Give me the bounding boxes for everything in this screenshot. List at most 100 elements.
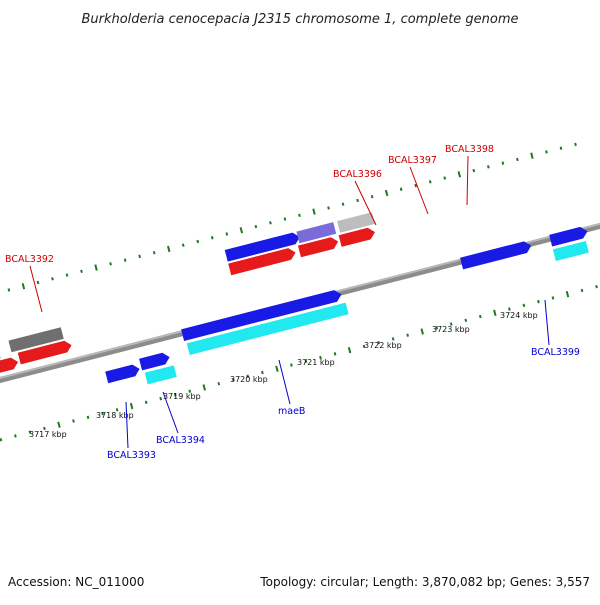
minor-tick — [246, 374, 250, 378]
gene-label[interactable]: BCAL3396 — [333, 169, 382, 180]
gene-blue-bcal3396[interactable] — [224, 231, 302, 262]
gene-cyan-bcal3394-b[interactable] — [144, 365, 177, 385]
minor-tick — [341, 202, 345, 206]
top-strand-genes — [0, 212, 377, 379]
gene-grey-bcal3398[interactable] — [337, 212, 375, 233]
major-tick — [129, 402, 134, 410]
minor-tick — [551, 296, 555, 300]
minor-tick — [516, 157, 519, 162]
gene-red-a[interactable] — [0, 356, 20, 379]
ruler-label: 3719 kbp — [163, 392, 201, 401]
minor-tick — [428, 180, 432, 184]
gene-red-c[interactable] — [228, 247, 297, 276]
minor-tick — [152, 250, 156, 255]
minor-tick — [173, 393, 177, 397]
gene-red-e[interactable] — [338, 226, 377, 247]
major-tick — [275, 365, 279, 372]
gene-labels: BCAL3392 BCAL3396 BCAL3397 BCAL3398 BCAL3393… — [5, 144, 580, 461]
minor-tick — [188, 389, 192, 393]
gene-blue-maeB[interactable] — [181, 289, 343, 341]
map-title: Burkholderia cenocepacia J2315 chromosom… — [81, 12, 518, 27]
minor-tick — [327, 206, 330, 210]
minor-tick — [0, 437, 3, 442]
major-tick — [312, 208, 316, 215]
gene-blue-bcal3394-a[interactable] — [139, 351, 171, 371]
minor-tick — [319, 355, 322, 360]
gene-label[interactable]: BCAL3392 — [5, 254, 54, 265]
gene-label[interactable]: BCAL3394 — [156, 435, 205, 446]
minor-tick — [580, 288, 584, 293]
gene-cyan-far-right[interactable] — [552, 240, 589, 262]
major-tick — [384, 189, 389, 197]
minor-tick — [537, 299, 540, 304]
minor-tick — [254, 224, 258, 229]
major-tick — [57, 421, 61, 428]
minor-tick — [86, 415, 90, 419]
minor-tick — [377, 340, 380, 345]
minor-tick — [574, 142, 577, 147]
gene-cyan-maeB[interactable] — [186, 302, 349, 356]
gene-blue-bcal3399[interactable] — [460, 240, 533, 270]
minor-tick — [472, 168, 476, 173]
major-tick — [239, 227, 244, 234]
minor-tick — [501, 161, 505, 165]
minor-tick — [522, 303, 526, 308]
minor-tick — [406, 333, 410, 337]
minor-tick — [159, 396, 163, 401]
major-tick — [420, 328, 424, 335]
minor-tick — [298, 213, 301, 218]
minor-tick — [181, 243, 185, 247]
minor-tick — [391, 337, 395, 341]
ruler-label: 3722 kbp — [364, 341, 402, 350]
minor-tick — [65, 273, 69, 277]
minor-tick — [217, 382, 221, 386]
gene-label[interactable]: BCAL3397 — [388, 155, 437, 166]
gene-label[interactable]: BCAL3393 — [107, 450, 156, 461]
gene-label[interactable]: maeB — [278, 406, 305, 417]
ruler-label: 3717 kbp — [29, 430, 67, 439]
minor-tick — [43, 426, 46, 431]
gene-label[interactable]: BCAL3398 — [445, 144, 494, 155]
minor-tick — [51, 277, 54, 281]
minor-tick — [144, 400, 148, 405]
major-tick — [493, 309, 497, 316]
major-tick — [94, 264, 98, 271]
gene-callout-line — [162, 391, 179, 434]
ruler-labels: 3717 kbp 3718 kbp 3719 kbp 3720 kbp 3721 kbp… — [29, 311, 538, 439]
minor-tick — [14, 434, 17, 438]
major-tick — [457, 171, 461, 178]
minor-tick — [333, 352, 337, 356]
minor-tick — [545, 150, 548, 154]
gene-label[interactable]: BCAL3399 — [531, 347, 580, 358]
minor-tick — [443, 176, 447, 180]
accession-text: Accession: NC_011000 — [8, 575, 144, 589]
minor-tick — [508, 307, 511, 311]
gene-callout-line — [544, 299, 550, 346]
gene-callout-line — [466, 155, 469, 206]
gene-blue-far-right[interactable] — [549, 225, 589, 247]
gene-red-d[interactable] — [297, 236, 340, 258]
gene-callout-line — [278, 359, 291, 405]
ruler-label: 3720 kbp — [230, 375, 268, 384]
ruler-label: 3718 kbp — [96, 411, 134, 420]
major-tick — [166, 245, 171, 253]
minor-tick — [356, 198, 359, 203]
gene-purple-bcal3397[interactable] — [296, 222, 337, 244]
tick-row-top — [7, 142, 577, 292]
gene-pseudo-b[interactable] — [8, 327, 64, 353]
gene-red-bcal3392[interactable] — [17, 339, 73, 365]
minor-tick — [231, 378, 235, 382]
minor-tick — [196, 239, 200, 244]
minor-tick — [478, 314, 482, 319]
ruler-label: 3723 kbp — [432, 325, 470, 334]
major-tick — [347, 346, 352, 354]
minor-tick — [7, 288, 11, 292]
minor-tick — [72, 419, 75, 423]
minor-tick — [559, 146, 563, 150]
gene-blue-bcal3393[interactable] — [105, 363, 141, 384]
gene-callout-line — [29, 265, 43, 313]
minor-tick — [283, 217, 287, 221]
minor-tick — [290, 363, 293, 367]
